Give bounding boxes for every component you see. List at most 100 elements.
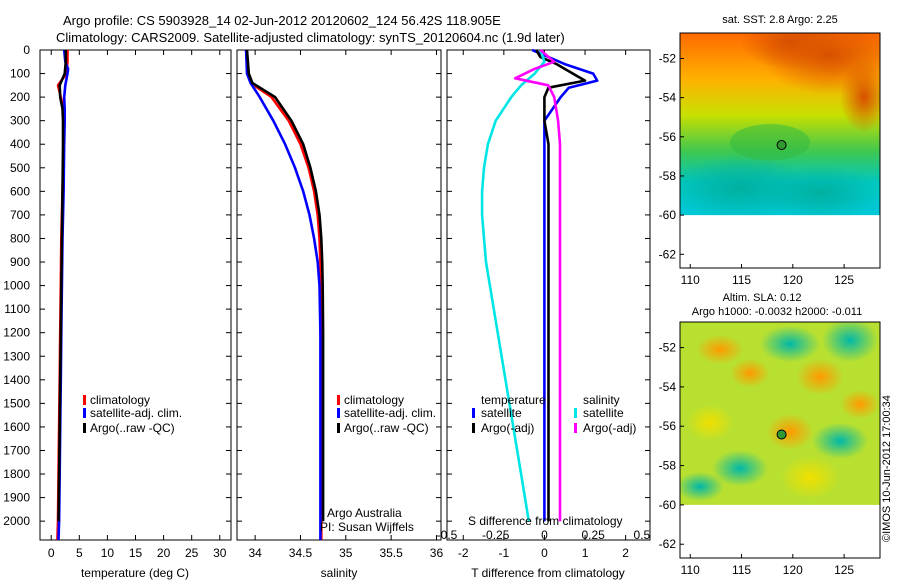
depth-tick-label: 200 <box>10 90 30 104</box>
depth-tick-label: 0 <box>23 43 30 57</box>
depth-tick-label: 1100 <box>4 302 30 316</box>
map-feature <box>686 404 734 441</box>
map-y-tick-label: -60 <box>659 208 677 222</box>
map-y-tick-label: -52 <box>659 341 677 355</box>
float-position-marker <box>776 429 787 440</box>
x-tick-label: 5 <box>76 546 83 560</box>
x-tick-label: 20 <box>157 546 171 560</box>
legend-label-climatology: climatology <box>344 393 404 407</box>
diff-series-line <box>480 49 546 522</box>
title-line-2: Climatology: CARS2009. Satellite-adjuste… <box>56 30 565 45</box>
legend-swatch-climatology <box>83 395 86 405</box>
map-x-tick-label: 125 <box>834 563 854 577</box>
timestamp: ©IMOS 10-Jun-2012 17:00:34 <box>881 395 893 542</box>
map-blob-group <box>680 33 880 216</box>
series-line-argoraw <box>245 49 325 522</box>
x-tick-label: -1 <box>499 546 510 560</box>
legend-swatch-temp-satellite <box>472 408 475 418</box>
x-tick-label: 34.5 <box>289 546 313 560</box>
legend-label-temp-satellite: satellite <box>481 406 522 420</box>
salinity-legend: climatology satellite-adj. clim. Argo(..… <box>337 393 436 435</box>
map-y-tick-label: -56 <box>659 419 677 433</box>
legend-heading-temperature: temperature <box>481 393 546 407</box>
map-x-tick-label: 115 <box>732 563 751 577</box>
top-tick-label: -0.25 <box>482 528 510 542</box>
map-y-tick-label: -56 <box>659 130 677 144</box>
legend-label-satellite: satellite-adj. clim. <box>90 406 182 420</box>
salinity-panel <box>236 49 442 541</box>
legend-label-argo: Argo(..raw -QC) <box>344 421 429 435</box>
difference-panel <box>446 49 651 541</box>
difference-legend: temperature salinity satellite Argo(-adj… <box>472 393 636 435</box>
sst-map <box>680 33 880 216</box>
map-feature <box>696 334 744 365</box>
map-feature <box>760 165 880 216</box>
top-tick-label: -0.5 <box>437 528 458 542</box>
x-tick-label: -2 <box>458 546 469 560</box>
legend-label-temp-argo: Argo(-adj) <box>481 421 534 435</box>
map-feature <box>730 124 810 161</box>
difference-lines: -2 -1 0 1 2 -0.5 -0.25 0 0.25 0.5 <box>437 48 651 560</box>
depth-tick-label: 100 <box>10 67 30 81</box>
map-feature <box>740 33 840 70</box>
depth-tick-label: 600 <box>10 184 30 198</box>
temperature-xlabel: temperature (deg C) <box>81 566 189 580</box>
map-feature <box>780 455 840 500</box>
difference-xlabel: T difference from climatology <box>471 566 625 580</box>
depth-tick-label: 1900 <box>3 491 30 505</box>
depth-axis: 0 100 200 300 400 500 600 700 800 900 1000 1100 1200… <box>3 43 650 528</box>
map-y-tick-label: -60 <box>659 498 677 512</box>
depth-tick-label: 500 <box>10 161 30 175</box>
legend-label-sal-satellite: satellite <box>583 406 624 420</box>
map-x-tick-label: 110 <box>681 273 700 287</box>
x-tick-label: 2 <box>622 546 629 560</box>
sst-map-title: sat. SST: 2.8 Argo: 2.25 <box>722 14 838 26</box>
depth-tick-label: 1000 <box>3 279 30 293</box>
map-feature <box>840 60 880 134</box>
legend-swatch-argo <box>337 423 340 433</box>
temperature-panel <box>39 49 232 541</box>
x-tick-label: 35.5 <box>379 546 403 560</box>
sla-features <box>680 322 880 502</box>
legend-swatch-satellite <box>337 408 340 418</box>
legend-heading-salinity: salinity <box>583 393 620 407</box>
float-position-marker <box>776 140 787 151</box>
diff-series-line <box>513 49 562 522</box>
depth-tick-label: 1500 <box>3 396 30 410</box>
map-frame <box>679 32 881 269</box>
x-tick-label: 0 <box>541 546 548 560</box>
x-tick-label: 15 <box>129 546 143 560</box>
salinity-xlabel: salinity <box>321 566 358 580</box>
legend-swatch-sal-argo <box>574 423 577 433</box>
map-y-tick-label: -62 <box>659 247 677 261</box>
map-feature <box>730 358 770 388</box>
map-y-tick-label: -58 <box>659 169 677 183</box>
map-feature <box>812 422 868 460</box>
depth-tick-label: 900 <box>10 255 30 269</box>
temperature-lines: 0 5 10 15 20 25 30 <box>48 49 227 560</box>
legend-swatch-sal-satellite <box>574 408 577 418</box>
x-tick-label: 30 <box>213 546 227 560</box>
depth-tick-label: 700 <box>10 208 30 222</box>
legend-label-climatology: climatology <box>90 393 150 407</box>
depth-tick-label: 1600 <box>3 420 30 434</box>
depth-tick-label: 1400 <box>3 373 30 387</box>
depth-tick-label: 1300 <box>3 349 30 363</box>
legend-label-sal-argo: Argo(-adj) <box>583 421 636 435</box>
map-blob-group <box>680 322 880 502</box>
map-feature <box>712 450 768 487</box>
map-x-tick-label: 115 <box>732 273 751 287</box>
depth-tick-label: 800 <box>10 231 30 245</box>
title-line-1: Argo profile: CS 5903928_14 02-Jun-2012 … <box>63 13 501 28</box>
sst-features <box>680 33 880 216</box>
map-feature <box>796 358 844 396</box>
legend-label-satellite: satellite-adj. clim. <box>344 406 436 420</box>
map-x-tick-label: 120 <box>783 563 803 577</box>
annotation-pi: PI: Susan Wijffels <box>320 520 414 534</box>
depth-tick-label: 2000 <box>3 514 30 528</box>
depth-tick-label: 400 <box>10 137 30 151</box>
x-tick-label: 25 <box>185 546 199 560</box>
map-x-tick-label: 120 <box>783 273 803 287</box>
sla-map-axes: 110 115 120 125 -52 -54 -56 -58 -60 -62 <box>659 321 881 577</box>
